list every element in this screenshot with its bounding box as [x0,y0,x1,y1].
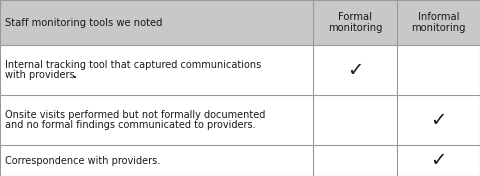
Text: Onsite visits performed but not formally documented: Onsite visits performed but not formally… [5,110,265,120]
Bar [0,95,480,145]
Text: .: . [73,70,77,80]
Text: Formal
monitoring: Formal monitoring [328,12,383,33]
Text: with providers: with providers [5,70,74,80]
Text: Staff monitoring tools we noted: Staff monitoring tools we noted [5,17,163,27]
Bar [0,0,480,45]
Bar [0,45,480,95]
Text: and no formal findings communicated to providers.: and no formal findings communicated to p… [5,120,256,130]
Bar [0,145,480,176]
Text: ✓: ✓ [431,151,447,170]
Text: ✓: ✓ [347,61,363,80]
Text: Informal
monitoring: Informal monitoring [411,12,466,33]
Text: Correspondence with providers.: Correspondence with providers. [5,156,160,165]
Text: Internal tracking tool that captured communications: Internal tracking tool that captured com… [5,60,261,70]
Text: ✓: ✓ [431,111,447,130]
